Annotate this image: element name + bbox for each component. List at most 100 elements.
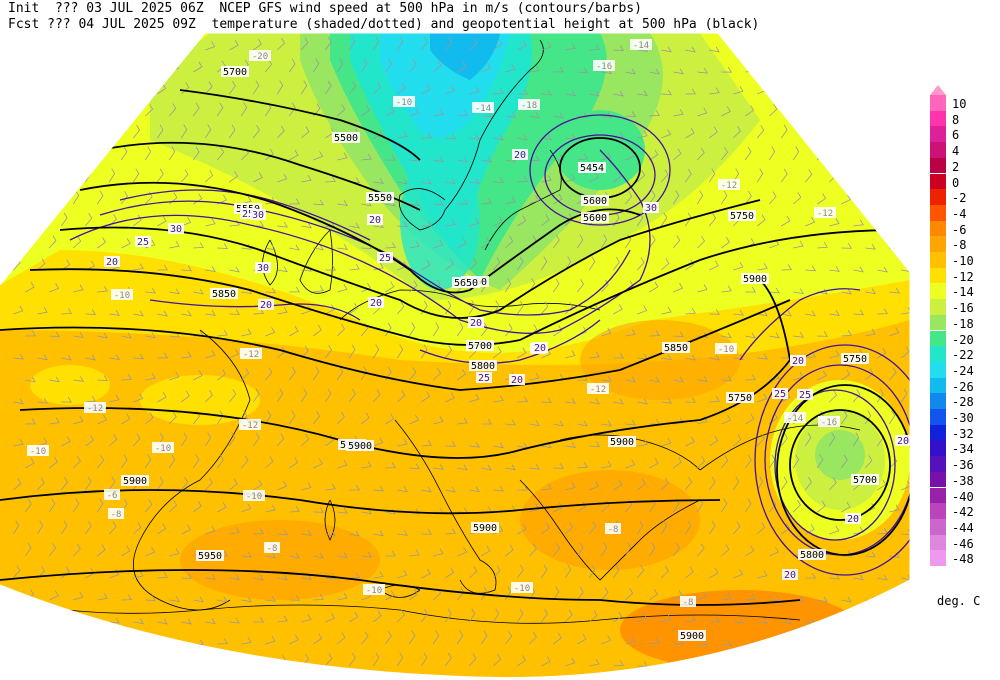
wind-barb [913, 150, 922, 160]
wind-barb [829, 573, 840, 580]
wind-barb [492, 565, 501, 579]
wind-barb [517, 655, 527, 667]
wind-barb [757, 393, 768, 403]
wind-barb [756, 433, 765, 447]
wind-barb [816, 454, 824, 469]
wind-barb [901, 615, 910, 623]
wind-barb [325, 612, 336, 623]
wind-barb [313, 458, 323, 469]
wind-barb [97, 332, 108, 339]
wind-barb [517, 88, 528, 95]
legend-swatch [930, 157, 946, 174]
wind-barb [541, 214, 550, 227]
wind-barb [661, 306, 672, 315]
wind-barb [913, 199, 923, 204]
temp-label: -16 [821, 418, 837, 428]
wind-barb [660, 212, 668, 227]
wind-barb [793, 332, 804, 338]
wind-barb [108, 125, 117, 139]
height-label-bg [608, 436, 636, 447]
wind-barb [505, 236, 514, 249]
wind-barb [301, 222, 312, 229]
wind-label-bg [104, 256, 120, 267]
wind-barb [229, 348, 239, 359]
wind-barb [456, 322, 464, 337]
wind-barb [793, 192, 802, 205]
wind-barb [121, 374, 132, 381]
wind-barb [157, 215, 167, 227]
wind-barb [229, 574, 240, 581]
wind-barb [529, 420, 540, 427]
wind-barb [517, 484, 528, 491]
wind-barb [877, 347, 887, 359]
temp-label: -18 [521, 101, 537, 111]
wind-barb [637, 478, 646, 491]
wind-barb [601, 112, 612, 118]
wind-barb [625, 68, 636, 75]
wind-barb [517, 40, 527, 51]
legend-swatch [930, 252, 946, 268]
temp-label: -20 [252, 52, 268, 62]
wind-barb [865, 368, 874, 381]
wind-barb [589, 44, 600, 51]
wind-barb [337, 152, 348, 161]
wind-barb [469, 486, 480, 493]
wind-barb [613, 131, 624, 139]
wind-barb [13, 305, 24, 315]
legend-bin: -28 [930, 393, 1000, 409]
wind-barb [540, 608, 548, 623]
wind-barb [589, 480, 600, 491]
wind-barb [829, 310, 840, 316]
wind-barb [624, 191, 633, 205]
wind-barb [841, 550, 852, 557]
wind-barb [804, 169, 813, 183]
wind-barb [913, 287, 923, 292]
wind-barb [300, 388, 308, 403]
wind-barb [697, 67, 708, 74]
wind-barb [72, 543, 81, 557]
wind-barb [673, 417, 684, 425]
wind-barb [396, 652, 404, 667]
wind-barb [408, 630, 416, 645]
wind-barb [517, 134, 528, 141]
wind-barb [36, 212, 44, 227]
height-label-bg [452, 277, 480, 288]
wind-barb [457, 368, 466, 381]
wind-barb [565, 173, 576, 183]
wind-barb [433, 464, 444, 470]
wind-barb [517, 176, 528, 183]
wind-barb [768, 191, 777, 205]
wind-barb [733, 309, 744, 316]
wind-barb [133, 263, 144, 271]
legend-label: -14 [952, 285, 974, 300]
wind-barb [253, 38, 262, 51]
wind-barb [61, 615, 72, 623]
wind-barb [828, 124, 836, 139]
wind-barb [313, 633, 323, 645]
wind-barb [780, 432, 788, 447]
wind-barb [37, 397, 48, 404]
wind-barb [397, 438, 408, 447]
wind-barb [157, 572, 168, 579]
wind-barb [769, 332, 780, 339]
wind-barb [289, 506, 300, 513]
temp-label-bg [239, 419, 261, 430]
wind-barb [913, 635, 922, 644]
wind-barb [492, 257, 501, 271]
wind-barb [721, 640, 732, 647]
temp-label-bg [249, 50, 271, 61]
wind-barb [420, 344, 428, 359]
height-label-bg [466, 340, 494, 351]
wind-barb [349, 303, 359, 315]
wind-barb [613, 171, 623, 183]
wind-barb [516, 608, 524, 623]
wind-barb [576, 586, 584, 601]
wind-barb [397, 530, 408, 536]
legend-bin: -36 [930, 456, 1000, 472]
legend-label: -40 [952, 489, 974, 504]
wind-barb [276, 388, 284, 403]
wind-barb [589, 90, 600, 97]
legend-bin: 2 [930, 157, 1000, 174]
wind-barb [457, 110, 468, 117]
wind-barb [877, 617, 888, 623]
